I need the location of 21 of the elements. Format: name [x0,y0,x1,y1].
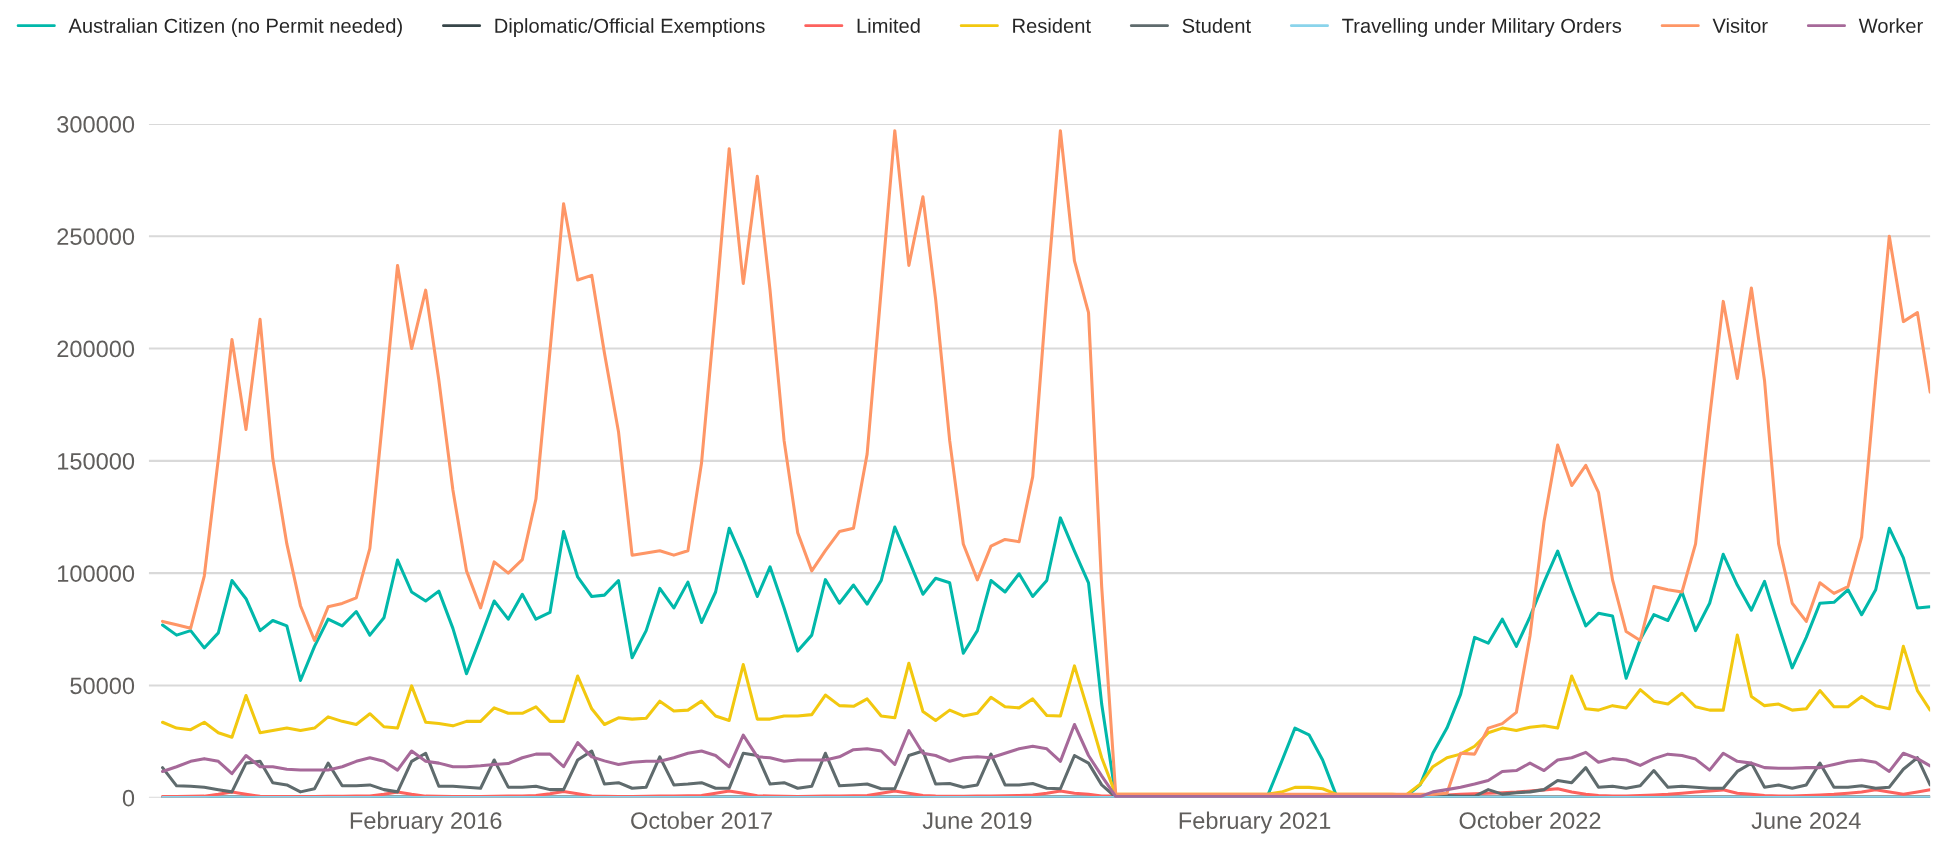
x-tick-label: June 2019 [922,812,1032,829]
x-tick-label: February 2016 [350,811,502,834]
legend-label: Australian Citizen (no Permit needed) [68,18,402,37]
legend-label: Student [1182,18,1251,33]
legend-label: Worker [1858,18,1923,33]
legend-label: Resident [1013,18,1091,33]
y-tick-label: 300000 [57,116,135,133]
legend-label: Diplomatic/Official Exemptions [495,18,765,37]
legend-label: Limited [857,18,920,33]
x-tick-label: June 2024 [1751,812,1861,829]
x-tick-label: October 2017 [631,811,772,829]
x-tick-label: February 2021 [1179,811,1331,834]
y-tick-label: 150000 [58,452,135,470]
y-tick-label: 200000 [57,340,135,358]
y-tick-label: 0 [122,789,135,807]
y-tick-label: 50000 [70,677,135,695]
x-tick-label: October 2022 [1459,811,1601,829]
legend-label: Visitor [1712,18,1768,33]
y-tick-label: 100000 [58,565,135,582]
y-tick-label: 250000 [57,228,135,246]
legend-label: Travelling under Military Orders [1342,18,1622,37]
